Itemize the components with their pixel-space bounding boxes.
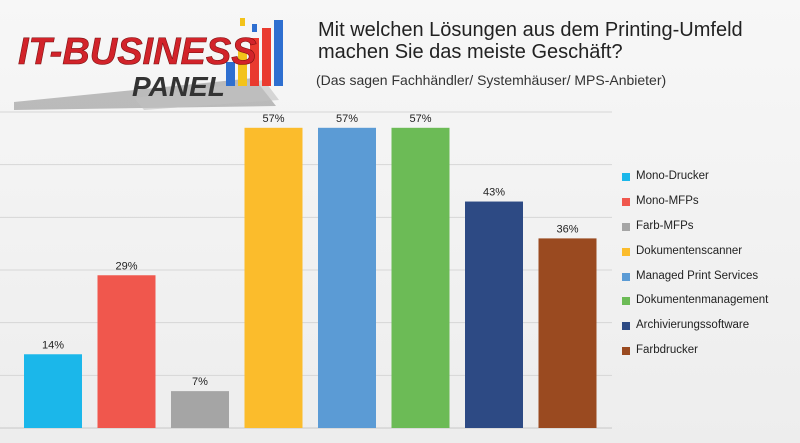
legend-swatch xyxy=(622,347,630,355)
legend-swatch xyxy=(622,273,630,281)
bar-farb-mfps xyxy=(171,391,229,428)
bar-dokumentenmanagement xyxy=(391,127,450,429)
legend-label: Managed Print Services xyxy=(636,270,759,282)
svg-text:IT-BUSINESS: IT-BUSINESS xyxy=(18,31,257,73)
legend-swatch xyxy=(622,223,630,231)
chart-subtitle: (Das sagen Fachhändler/ Systemhäuser/ MP… xyxy=(316,72,667,88)
legend-label: Mono-MFPs xyxy=(636,195,699,207)
data-label: 14% xyxy=(42,339,64,351)
legend-label: Dokumentenscanner xyxy=(636,245,743,257)
svg-text:PANEL: PANEL xyxy=(132,71,225,102)
legend-label: Farbdrucker xyxy=(636,344,698,356)
legend-label: Dokumentenmanagement xyxy=(636,294,769,306)
legend-swatch xyxy=(622,322,630,330)
legend-label: Farb-MFPs xyxy=(636,220,694,232)
chart-title-line-2: machen Sie das meiste Geschäft? xyxy=(318,41,623,63)
data-label: 57% xyxy=(409,113,431,125)
it-business-panel-logo: IT-BUSINESS PANEL xyxy=(14,18,283,110)
data-label: 57% xyxy=(262,113,284,125)
data-label: 43% xyxy=(483,187,505,199)
bar-dokumentenscanner xyxy=(244,127,303,429)
bar-archivierungssoftware xyxy=(465,201,523,428)
legend-label: Mono-Drucker xyxy=(636,170,709,182)
legend-swatch xyxy=(622,248,630,256)
legend-swatch xyxy=(622,198,630,206)
bar-series xyxy=(24,127,597,429)
data-label: 57% xyxy=(336,113,358,125)
legend-swatch xyxy=(622,173,630,181)
bar-mono-drucker xyxy=(24,354,82,428)
data-labels: 14% 29% 7% 57% 57% 57% 43% 36% xyxy=(42,113,579,388)
bar-farbdrucker xyxy=(538,238,597,428)
bar-managed-print-services xyxy=(318,127,376,429)
bar-mono-mfps xyxy=(97,275,156,428)
chart-title-line-1: Mit welchen Lösungen aus dem Printing-Um… xyxy=(318,19,743,41)
legend-swatch xyxy=(622,297,630,305)
data-label: 29% xyxy=(115,260,137,272)
legend-label: Archivierungssoftware xyxy=(636,319,750,331)
data-label: 7% xyxy=(192,376,208,388)
data-label: 36% xyxy=(556,223,578,235)
